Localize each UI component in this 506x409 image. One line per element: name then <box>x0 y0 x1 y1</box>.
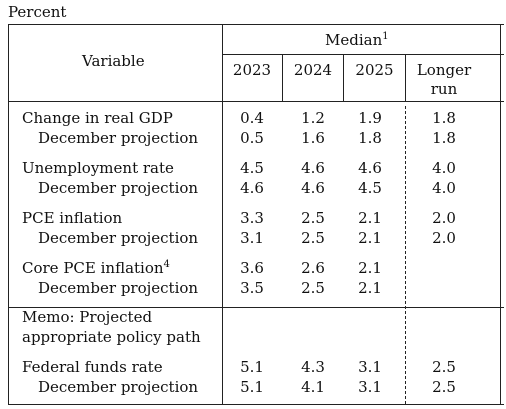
cell: 2.5 <box>301 229 325 247</box>
cell: 4.6 <box>301 179 325 197</box>
year-divider-1 <box>282 54 283 102</box>
cell: 1.2 <box>301 109 325 127</box>
median-header: Median1 <box>325 31 389 49</box>
cell: 2.1 <box>358 229 382 247</box>
cell: 4.1 <box>301 378 325 396</box>
cell: 2.1 <box>358 209 382 227</box>
cell: 5.1 <box>240 358 264 376</box>
year-header-2024: 2024 <box>293 61 333 79</box>
year-header-2023: 2023 <box>232 61 272 79</box>
row-label-december-projection: December projection <box>38 179 199 197</box>
cell: 1.8 <box>432 129 456 147</box>
cell: 2.1 <box>358 279 382 297</box>
table-top-rule <box>8 24 504 25</box>
longer-run-header-line1: Longer <box>416 61 472 79</box>
table-left-border <box>8 24 9 405</box>
row-label-pce-inflation: PCE inflation <box>22 209 123 227</box>
cell: 3.3 <box>240 209 264 227</box>
cell: 2.0 <box>432 229 456 247</box>
cell: 3.1 <box>240 229 264 247</box>
cell: 1.8 <box>432 109 456 127</box>
cell: 1.9 <box>358 109 382 127</box>
cell: 3.6 <box>240 259 264 277</box>
cell: 4.5 <box>358 179 382 197</box>
cell: 3.5 <box>240 279 264 297</box>
cell: 4.3 <box>301 358 325 376</box>
row-label-federal-funds-rate: Federal funds rate <box>22 358 163 376</box>
cell: 4.6 <box>358 159 382 177</box>
cell: 4.6 <box>240 179 264 197</box>
unit-label: Percent <box>8 3 67 21</box>
row-label-unemployment-rate: Unemployment rate <box>22 159 174 177</box>
table-right-border <box>500 24 501 405</box>
core-pce-footnote-marker: 4 <box>163 259 170 270</box>
year-divider-3 <box>405 54 406 102</box>
row-label-core-pce-inflation: Core PCE inflation4 <box>22 259 170 277</box>
cell: 4.0 <box>432 179 456 197</box>
year-header-2025: 2025 <box>355 61 394 79</box>
memo-label-line1: Memo: Projected <box>22 308 153 326</box>
table-bottom-rule <box>8 404 504 405</box>
cell: 0.4 <box>240 109 264 127</box>
row-label-december-projection: December projection <box>38 229 199 247</box>
longer-run-header-line2: run <box>430 80 458 98</box>
cell: 4.6 <box>301 159 325 177</box>
row-label-december-projection: December projection <box>38 279 199 297</box>
cell: 2.5 <box>301 279 325 297</box>
cell: 3.1 <box>358 378 382 396</box>
cell: 4.5 <box>240 159 264 177</box>
cell: 2.5 <box>432 358 456 376</box>
median-footnote-marker: 1 <box>382 31 389 42</box>
median-underline <box>223 54 504 55</box>
cell: 2.5 <box>301 209 325 227</box>
cell: 1.8 <box>358 129 382 147</box>
cell: 5.1 <box>240 378 264 396</box>
cell: 4.0 <box>432 159 456 177</box>
header-bottom-rule <box>8 101 504 102</box>
year-divider-2 <box>343 54 344 102</box>
cell: 1.6 <box>301 129 325 147</box>
row-label-december-projection: December projection <box>38 129 199 147</box>
cell: 3.1 <box>358 358 382 376</box>
variable-header: Variable <box>82 52 145 70</box>
row-label-december-projection: December projection <box>38 378 199 396</box>
cell: 2.0 <box>432 209 456 227</box>
row-label-real-gdp: Change in real GDP <box>22 109 173 127</box>
variable-column-divider <box>222 24 223 405</box>
cell: 2.6 <box>301 259 325 277</box>
cell: 2.1 <box>358 259 382 277</box>
memo-label-line2: appropriate policy path <box>22 328 201 346</box>
longer-run-dashed-divider <box>405 106 406 404</box>
memo-top-rule <box>8 307 504 308</box>
cell: 2.5 <box>432 378 456 396</box>
cell: 0.5 <box>240 129 264 147</box>
